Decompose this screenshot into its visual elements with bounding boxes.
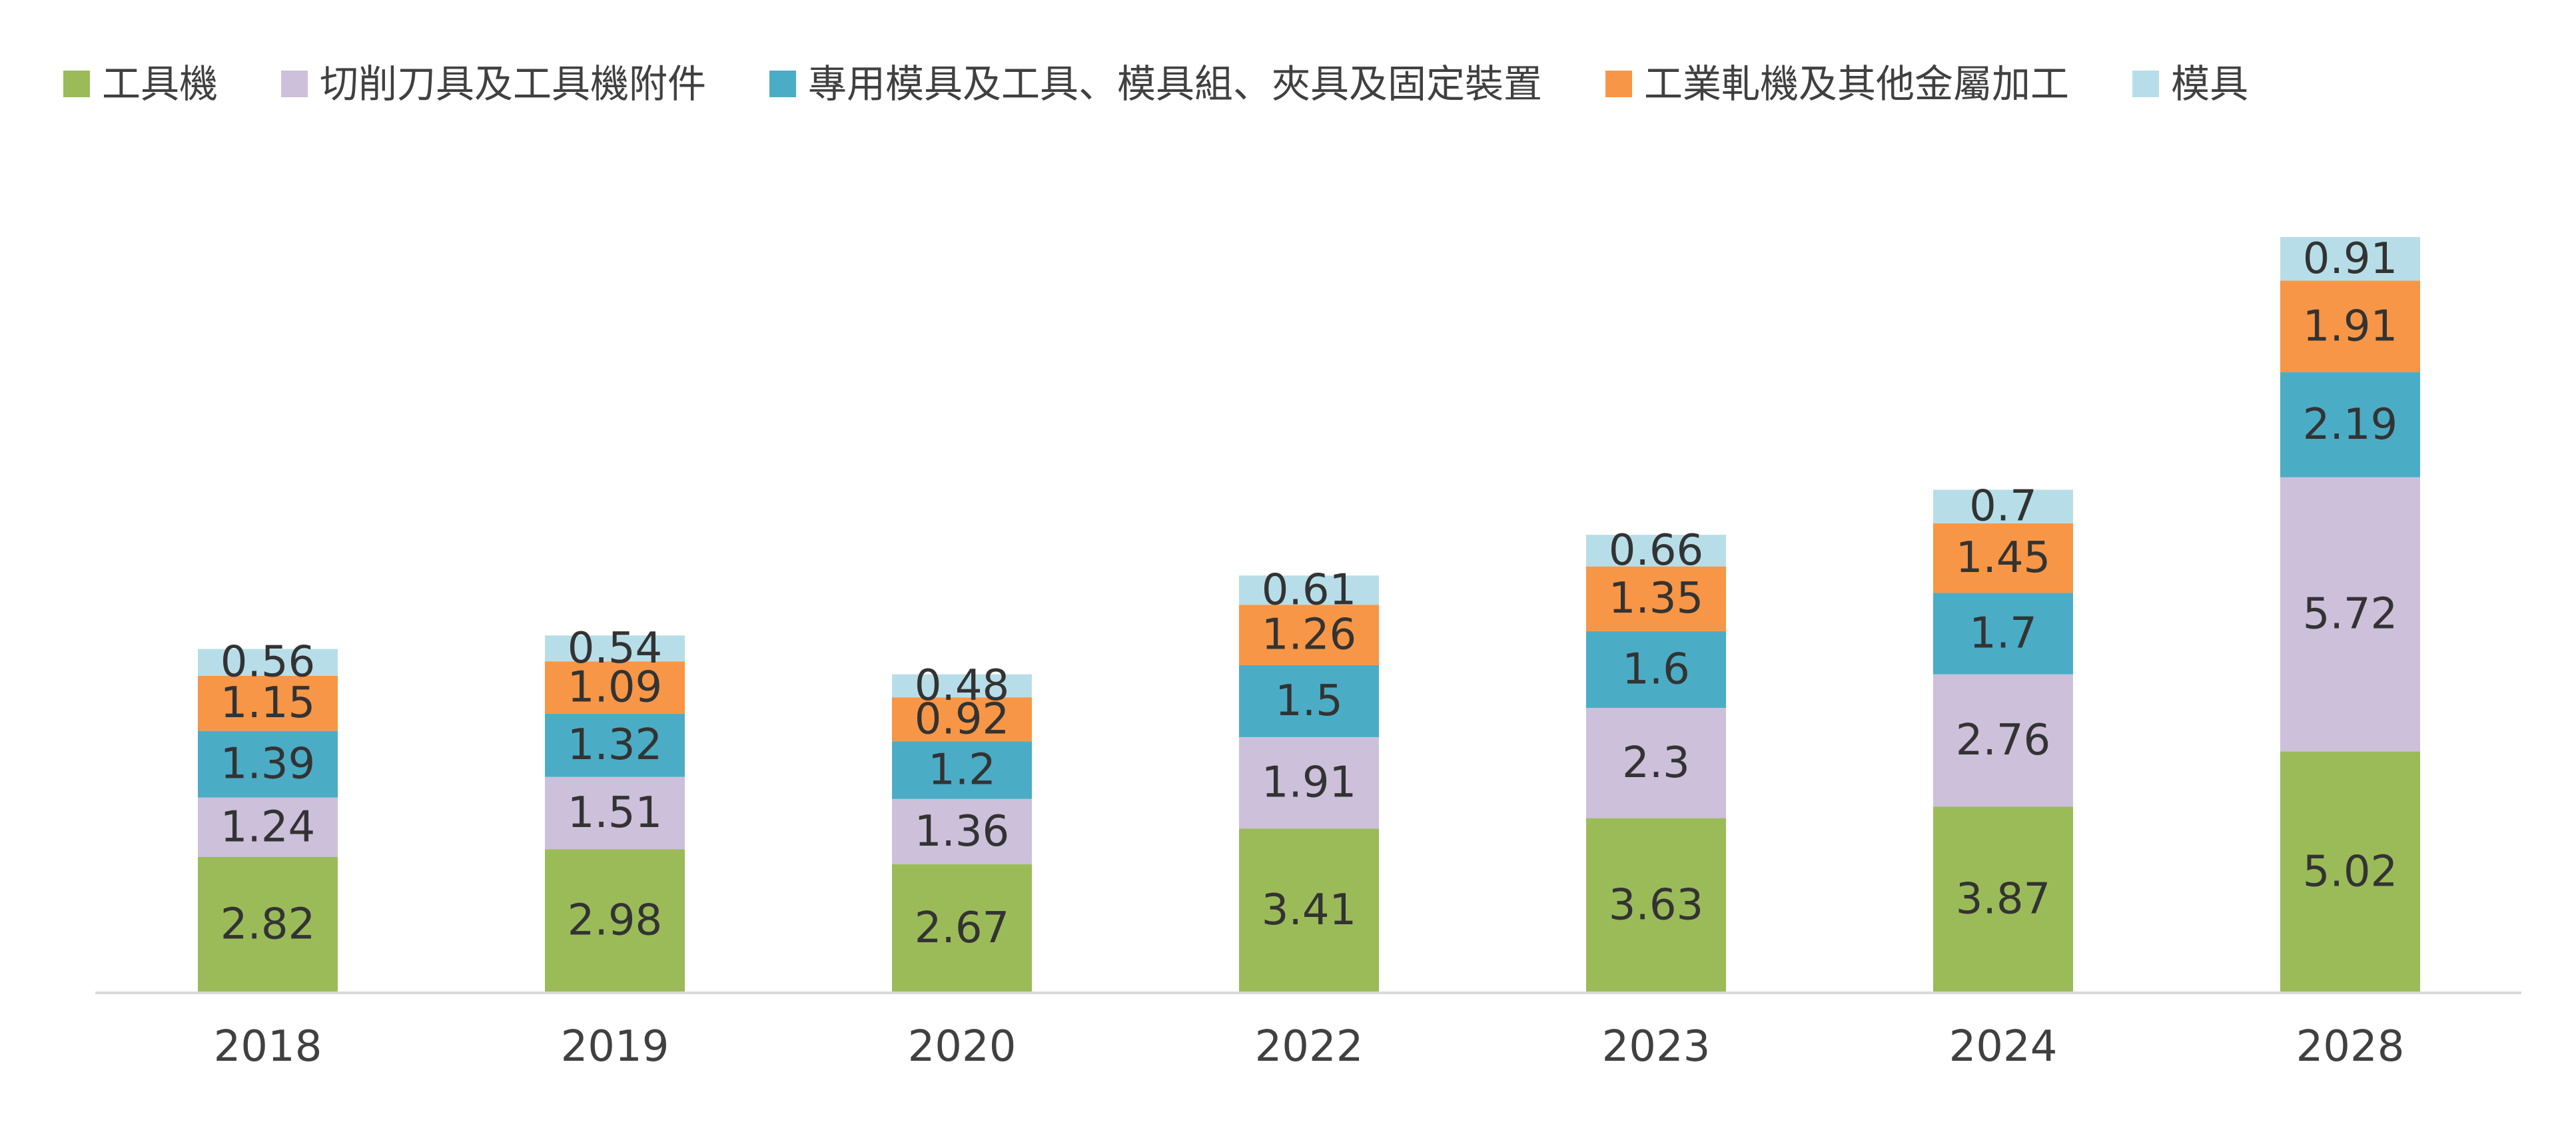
data-label: 0.7 — [1969, 482, 2037, 531]
data-label: 1.15 — [220, 679, 316, 728]
bar-segment — [1933, 593, 2073, 675]
data-label: 1.36 — [915, 807, 1010, 856]
bar-segment — [892, 674, 1032, 698]
bar-segment — [545, 635, 685, 662]
data-label: 0.56 — [220, 638, 316, 687]
data-label: 1.7 — [1969, 609, 2037, 658]
data-label: 3.87 — [1956, 875, 2051, 924]
bar-segment — [2280, 372, 2420, 477]
bar-segment — [892, 741, 1032, 799]
data-label: 1.35 — [1609, 574, 1704, 623]
legend-label: 切削刀具及工具機附件 — [320, 61, 706, 107]
data-label: 1.32 — [568, 720, 663, 770]
bar-segment — [2280, 751, 2420, 992]
legend: 工具機 切削刀具及工具機附件 專用模具及工具、模具組、夾具及固定裝置 工業軋機及其他金… — [63, 61, 2248, 107]
legend-label: 工業軋機及其他金屬加工 — [1644, 61, 2069, 107]
bars — [198, 237, 2420, 992]
data-label: 2.98 — [568, 896, 663, 946]
bar-segment — [2280, 477, 2420, 752]
data-label: 5.72 — [2303, 590, 2398, 639]
data-label: 0.92 — [915, 695, 1010, 744]
bar-segment — [198, 649, 338, 676]
data-label: 1.39 — [220, 740, 316, 789]
legend-swatch — [281, 71, 308, 97]
x-tick-label: 2028 — [2296, 1022, 2405, 1071]
legend-label: 專用模具及工具、模具組、夾具及固定裝置 — [808, 61, 1542, 107]
bar-segment — [1586, 535, 1726, 567]
legend-label: 工具機 — [102, 61, 218, 107]
bar-segment — [1586, 818, 1726, 992]
bar-segment — [892, 864, 1032, 992]
legend-item: 工具機 — [63, 61, 218, 107]
data-label: 1.51 — [568, 788, 663, 838]
bar-segment — [545, 713, 685, 777]
legend-swatch — [63, 71, 90, 97]
data-label: 2.76 — [1956, 716, 2051, 765]
bar-segment — [545, 661, 685, 714]
bar-segment — [1933, 523, 2073, 593]
data-label: 3.41 — [1262, 886, 1357, 935]
bar-segment — [198, 856, 338, 992]
bar-segment — [545, 849, 685, 992]
legend-swatch — [1605, 71, 1633, 97]
data-label: 3.63 — [1609, 880, 1704, 930]
x-tick-label: 2018 — [214, 1022, 322, 1071]
bar-segment — [198, 730, 338, 798]
data-label: 2.3 — [1622, 738, 1690, 788]
data-label: 2.67 — [915, 904, 1010, 953]
legend-item: 工業軋機及其他金屬加工 — [1605, 61, 2069, 107]
bar-segment — [1933, 806, 2073, 992]
data-label: 1.91 — [1262, 758, 1357, 808]
data-label: 0.61 — [1262, 565, 1357, 615]
bar-segment — [545, 776, 685, 850]
data-label: 1.2 — [928, 746, 996, 795]
bar-segment — [892, 697, 1032, 742]
bar-segment — [198, 797, 338, 857]
bar-segment — [1586, 708, 1726, 818]
x-tick-label: 2020 — [908, 1022, 1017, 1071]
bar-segment — [1239, 605, 1379, 665]
data-label: 1.45 — [1956, 533, 2051, 583]
bar-segment — [198, 675, 338, 731]
x-tick-label: 2023 — [1602, 1022, 1711, 1071]
data-label: 1.5 — [1275, 677, 1343, 726]
data-label: 5.02 — [2303, 847, 2398, 896]
bar-segment — [1239, 665, 1379, 737]
legend-item: 模具 — [2132, 61, 2248, 107]
legend-swatch — [769, 71, 797, 97]
bar-segment — [1239, 575, 1379, 605]
data-label: 1.09 — [568, 663, 663, 712]
data-label: 0.54 — [568, 624, 663, 673]
x-tick-label: 2022 — [1255, 1022, 1364, 1071]
legend-item: 專用模具及工具、模具組、夾具及固定裝置 — [769, 61, 1542, 107]
legend-swatch — [2132, 71, 2160, 97]
bar-segment — [1933, 489, 2073, 523]
bar-segment — [1239, 828, 1379, 992]
bar-segment — [1933, 674, 2073, 807]
data-label: 1.24 — [220, 802, 316, 852]
x-axis-ticks: 2018 2019 2020 2022 2023 2024 2028 — [214, 1022, 2405, 1071]
bar-segment — [1586, 631, 1726, 709]
data-label: 1.91 — [2303, 302, 2398, 351]
legend-label: 模具 — [2171, 61, 2248, 107]
bar-segment — [1586, 566, 1726, 631]
data-label: 0.66 — [1609, 526, 1704, 575]
data-label: 1.26 — [1262, 611, 1357, 660]
data-label: 1.6 — [1622, 645, 1690, 694]
bar-segment — [1239, 736, 1379, 829]
bar-segment — [2280, 237, 2420, 281]
data-label: 2.19 — [2303, 400, 2398, 449]
data-label: 0.91 — [2303, 234, 2398, 284]
x-tick-label: 2019 — [561, 1022, 669, 1071]
data-labels: 2.82 1.24 1.39 1.150.56 2.98 1.51 1.32 1.090.54… — [220, 234, 2398, 953]
data-label: 2.82 — [220, 900, 316, 949]
bar-segment — [892, 798, 1032, 864]
bar-segment — [2280, 280, 2420, 373]
legend-item: 切削刀具及工具機附件 — [281, 61, 706, 107]
x-tick-label: 2024 — [1949, 1022, 2058, 1071]
data-label: 0.48 — [915, 661, 1010, 711]
